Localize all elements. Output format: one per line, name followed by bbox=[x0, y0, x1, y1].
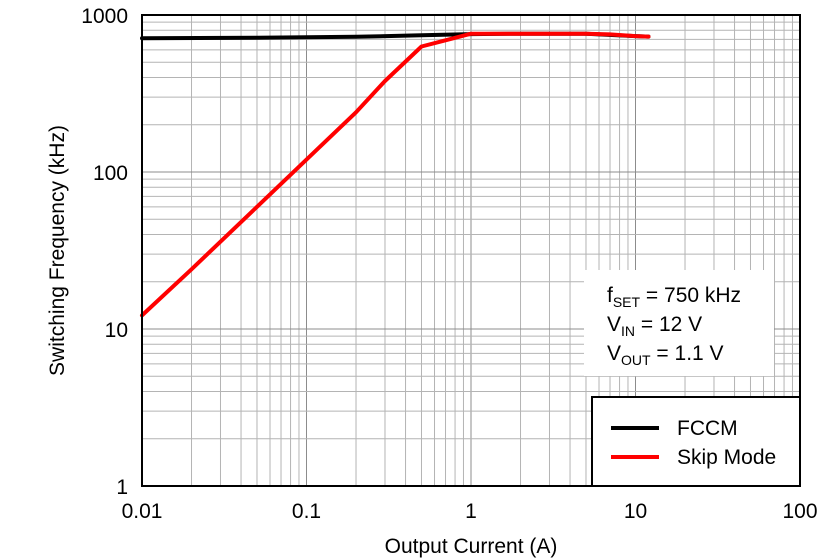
x-tick-label: 10 bbox=[624, 500, 647, 523]
annotation-line: VIN = 12 V bbox=[607, 313, 702, 339]
x-axis-title: Output Current (A) bbox=[385, 535, 558, 558]
y-tick-label: 100 bbox=[93, 162, 128, 185]
annotation-line: fSET = 750 kHz bbox=[607, 284, 741, 310]
tick-labels: 0.01 0.1 1 10 100 1 10 100 1000 bbox=[81, 5, 817, 523]
y-tick-label: 1 bbox=[116, 476, 128, 499]
series-line-skip-mode bbox=[140, 31, 651, 318]
x-tick-label: 0.01 bbox=[122, 500, 163, 523]
series-lines bbox=[140, 31, 651, 318]
annotation-line: VOUT = 1.1 V bbox=[607, 342, 724, 368]
y-tick-label: 10 bbox=[105, 319, 128, 342]
x-tick-label: 1 bbox=[465, 500, 477, 523]
legend: FCCM Skip Mode bbox=[591, 396, 801, 487]
plot-area-frame bbox=[141, 14, 801, 487]
x-tick-label: 100 bbox=[782, 500, 817, 523]
y-tick-label: 1000 bbox=[81, 5, 128, 28]
legend-label: FCCM bbox=[677, 417, 738, 440]
legend-label: Skip Mode bbox=[677, 446, 776, 469]
y-axis-title: Switching Frequency (kHz) bbox=[46, 125, 69, 376]
x-tick-label: 0.1 bbox=[292, 500, 321, 523]
conditions-annotation: fSET = 750 kHz VIN = 12 V VOUT = 1.1 V bbox=[584, 270, 774, 376]
